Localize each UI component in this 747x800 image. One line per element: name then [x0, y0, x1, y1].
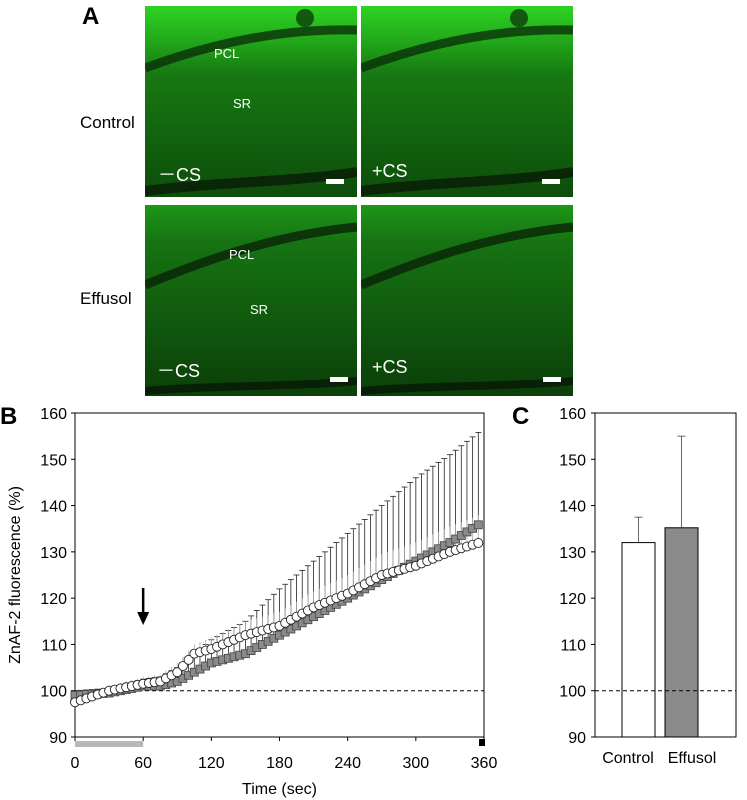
scale-bar: [326, 179, 344, 184]
cs-label-control-minus: －CS: [158, 165, 202, 185]
scale-bar: [543, 377, 561, 382]
cs-label-effusol-plus: +CS: [372, 357, 408, 377]
micrograph-control-plus-cs: [361, 6, 573, 197]
layer-label-sr: SR: [250, 302, 269, 317]
end-marker: [479, 739, 485, 746]
x-tick-label: 120: [198, 755, 225, 772]
data-point-control: [183, 654, 194, 665]
y-axis-title: ZnAF-2 fluorescence (%): [7, 486, 24, 664]
y-tick-label: 120: [40, 591, 67, 608]
layer-label-pcl: PCL: [214, 46, 240, 61]
category-label-control: Control: [602, 750, 654, 767]
scale-bar: [330, 377, 348, 382]
micrograph-control-minus-cs: [145, 6, 357, 197]
baseline-period-bar: [75, 741, 144, 747]
data-point-control: [172, 667, 183, 678]
data-point-control: [177, 661, 188, 671]
y-tick-label: 130: [559, 545, 586, 562]
y-tick-label: 90: [49, 730, 67, 747]
y-tick-label: 150: [559, 452, 586, 469]
layer-label-pcl: PCL: [229, 247, 255, 262]
y-tick-label: 160: [559, 406, 586, 423]
micrograph-effusol-plus-cs: [361, 205, 573, 396]
x-axis-title: Time (sec): [242, 781, 317, 798]
panel-a-letter: A: [82, 3, 100, 30]
cs-label-control-plus: +CS: [372, 161, 408, 181]
y-tick-label: 130: [40, 545, 67, 562]
bar-effusol: [664, 527, 699, 738]
row-label-effusol: Effusol: [80, 289, 132, 308]
data-point-effusol: [473, 520, 483, 530]
category-label-effusol: Effusol: [668, 750, 717, 767]
x-tick-label: 360: [471, 755, 498, 772]
y-tick-label: 140: [40, 499, 67, 516]
scale-bar: [542, 179, 560, 184]
x-tick-label: 180: [266, 755, 293, 772]
cs-label-effusol-minus: －CS: [157, 361, 201, 381]
y-tick-label: 150: [40, 452, 67, 469]
row-label-control: Control: [80, 113, 135, 132]
y-tick-label: 100: [559, 684, 586, 701]
x-tick-label: 240: [334, 755, 361, 772]
y-tick-label: 140: [559, 499, 586, 516]
y-tick-label: 120: [559, 591, 586, 608]
panel-c-letter: C: [512, 403, 530, 430]
bar-control: [621, 542, 656, 738]
y-tick-label: 160: [40, 406, 67, 423]
x-tick-label: 60: [134, 755, 152, 772]
panel-b-letter: B: [0, 403, 18, 430]
layer-label-sr: SR: [233, 96, 252, 111]
data-point-control: [473, 538, 484, 548]
y-tick-label: 100: [40, 684, 67, 701]
x-tick-label: 0: [71, 755, 80, 772]
stimulus-arrow-head: [137, 612, 150, 625]
micrograph-effusol-minus-cs: [145, 205, 357, 396]
y-tick-label: 90: [568, 730, 586, 747]
y-tick-label: 110: [41, 637, 67, 654]
y-tick-label: 110: [560, 637, 586, 654]
x-tick-label: 300: [402, 755, 429, 772]
